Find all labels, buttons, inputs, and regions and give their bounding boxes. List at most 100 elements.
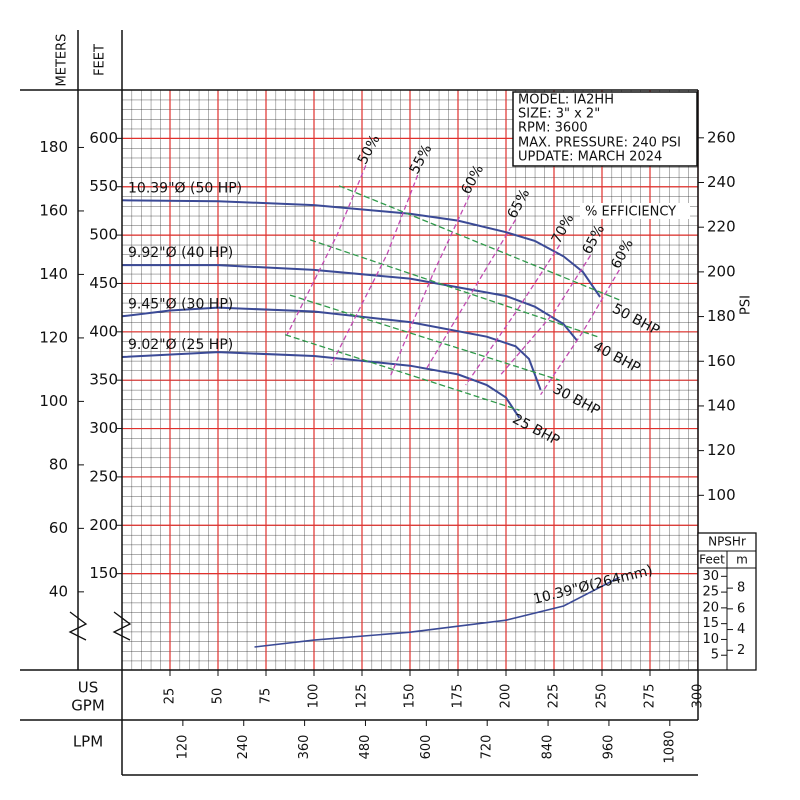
frame bbox=[20, 30, 699, 776]
y-tick-label: 600 bbox=[89, 129, 118, 147]
x-tick-label: 200 bbox=[499, 684, 514, 709]
y3-tick-label: 100 bbox=[39, 392, 68, 410]
axis-break bbox=[68, 611, 88, 641]
y3-tick-label: 80 bbox=[49, 455, 68, 473]
npshr-title: NPSHr bbox=[708, 535, 746, 549]
npshr-feet-label: Feet bbox=[699, 553, 725, 567]
npshr-curve bbox=[254, 576, 620, 648]
x2-tick-label: 840 bbox=[541, 735, 556, 760]
efficiency-curve bbox=[286, 165, 367, 335]
efficiency-curve bbox=[330, 174, 419, 365]
efficiency-curve bbox=[390, 195, 471, 376]
efficiency-curve bbox=[465, 244, 561, 386]
y3-tick-label: 60 bbox=[49, 519, 68, 537]
npshr-tick-label: 30 bbox=[702, 569, 719, 584]
info-line: MAX. PRESSURE: 240 PSI bbox=[518, 136, 681, 151]
y3-tick-label: 40 bbox=[49, 582, 68, 600]
x-tick-label: 100 bbox=[307, 684, 322, 709]
x2-tick-label: 1080 bbox=[662, 730, 677, 763]
y-tick-label: 200 bbox=[89, 516, 118, 534]
npshr-tick-label: 25 bbox=[702, 585, 719, 600]
y-tick-label: 550 bbox=[89, 177, 118, 195]
npshr-m-tick-label: 6 bbox=[737, 601, 745, 616]
y2-tick-label: 200 bbox=[707, 262, 736, 280]
meters-header: METERS bbox=[55, 34, 70, 87]
head-curve bbox=[121, 306, 542, 391]
npshr-m-tick-label: 8 bbox=[737, 581, 745, 596]
curve-label: 9.45"Ø (30 HP) bbox=[128, 296, 233, 312]
y2-tick-label: 100 bbox=[707, 486, 736, 504]
npshr-tick-label: 5 bbox=[711, 648, 719, 663]
info-line: SIZE: 3" x 2" bbox=[518, 107, 600, 122]
info-line: UPDATE: MARCH 2024 bbox=[518, 150, 662, 165]
x-tick-label: 150 bbox=[403, 684, 418, 709]
npshr-tick-label: 10 bbox=[702, 632, 719, 647]
npshr-tick-label: 15 bbox=[702, 616, 719, 631]
info-line: MODEL: IA2HH bbox=[518, 93, 614, 108]
info-line: RPM: 3600 bbox=[518, 121, 588, 136]
y-tick-label: 350 bbox=[89, 371, 118, 389]
npshr-m-tick-label: 4 bbox=[737, 622, 745, 637]
x2-tick-label: 600 bbox=[419, 735, 434, 760]
axis-break bbox=[112, 611, 132, 641]
y2-tick-label: 220 bbox=[707, 218, 736, 236]
x-tick-label: 300 bbox=[691, 684, 706, 709]
y2-tick-label: 140 bbox=[707, 396, 736, 414]
y2-tick-label: 240 bbox=[707, 173, 736, 191]
label-bg bbox=[580, 203, 690, 219]
head-curve bbox=[121, 351, 521, 419]
y-tick-label: 250 bbox=[89, 467, 118, 485]
y3-tick-label: 180 bbox=[39, 138, 68, 156]
y2-tick-label: 160 bbox=[707, 352, 736, 370]
curves bbox=[121, 165, 620, 648]
efficiency-curve bbox=[540, 269, 620, 396]
x2-tick-label: 720 bbox=[480, 735, 495, 760]
gpm-header: US bbox=[78, 679, 99, 697]
x2-tick-label: 120 bbox=[175, 735, 190, 760]
x2-tick-label: 480 bbox=[358, 735, 373, 760]
y2-tick-label: 180 bbox=[707, 307, 736, 325]
bhp-line bbox=[285, 334, 520, 411]
gpm-header: GPM bbox=[71, 697, 105, 715]
y3-tick-label: 140 bbox=[39, 265, 68, 283]
bhp-line bbox=[338, 185, 620, 301]
x-tick-label: 25 bbox=[163, 688, 178, 705]
bhp-line bbox=[289, 294, 560, 381]
npshr-m-label: m bbox=[736, 553, 748, 567]
psi-header: PSI bbox=[739, 295, 754, 315]
efficiency-title: % EFFICIENCY bbox=[585, 205, 676, 220]
head-curve bbox=[121, 199, 601, 298]
y3-tick-label: 160 bbox=[39, 201, 68, 219]
x-tick-label: 175 bbox=[451, 684, 466, 709]
curve-label: 10.39"Ø (50 HP) bbox=[128, 180, 242, 196]
curve-label: 9.02"Ø (25 HP) bbox=[128, 337, 233, 353]
y-tick-label: 300 bbox=[89, 419, 118, 437]
grid bbox=[122, 90, 699, 670]
y-tick-label: 500 bbox=[89, 226, 118, 244]
curve-label: 9.92"Ø (40 HP) bbox=[128, 245, 233, 261]
x2-tick-label: 240 bbox=[236, 735, 251, 760]
y3-tick-label: 120 bbox=[39, 328, 68, 346]
x-tick-label: 250 bbox=[595, 684, 610, 709]
efficiency-curve bbox=[499, 255, 592, 376]
efficiency-curve bbox=[424, 219, 517, 371]
y-tick-label: 150 bbox=[89, 564, 118, 582]
x-tick-label: 275 bbox=[643, 684, 658, 709]
y2-tick-label: 120 bbox=[707, 441, 736, 459]
y-tick-label: 450 bbox=[89, 274, 118, 292]
feet-header: FEET bbox=[93, 44, 108, 76]
y-tick-label: 400 bbox=[89, 322, 118, 340]
x-tick-label: 225 bbox=[547, 684, 562, 709]
x2-tick-label: 960 bbox=[601, 735, 616, 760]
x2-tick-label: 360 bbox=[297, 735, 312, 760]
x-tick-label: 75 bbox=[259, 688, 274, 705]
info-box bbox=[512, 91, 698, 167]
head-curve bbox=[122, 264, 578, 342]
npshr-tick-label: 20 bbox=[702, 600, 719, 615]
x-tick-label: 50 bbox=[211, 688, 226, 705]
lpm-header: LPM bbox=[73, 733, 103, 751]
npshr-m-tick-label: 2 bbox=[737, 643, 745, 658]
